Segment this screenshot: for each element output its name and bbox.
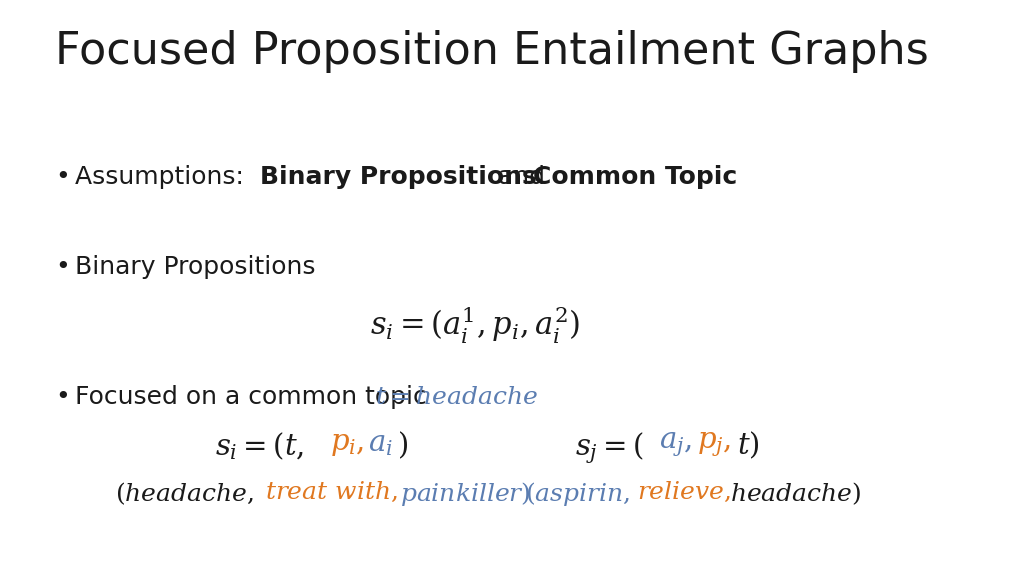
Text: $)$: $)$: [397, 430, 408, 461]
Text: $t)$: $t)$: [737, 430, 760, 461]
Text: •: •: [55, 385, 70, 409]
Text: $painkiller)$: $painkiller)$: [400, 480, 530, 508]
Text: $s_i = (a_i^1, p_i, a_i^2)$: $s_i = (a_i^1, p_i, a_i^2)$: [370, 305, 580, 346]
Text: $s_i = (t,$: $s_i = (t,$: [215, 430, 304, 461]
Text: $(aspirin,$: $(aspirin,$: [525, 480, 630, 508]
Text: $headache)$: $headache)$: [730, 480, 861, 507]
Text: •: •: [55, 165, 70, 189]
Text: $a_i$: $a_i$: [368, 430, 393, 458]
Text: $(headache,$: $(headache,$: [115, 480, 254, 507]
Text: Common Topic: Common Topic: [534, 165, 737, 189]
Text: Focused Proposition Entailment Graphs: Focused Proposition Entailment Graphs: [55, 30, 929, 73]
Text: Assumptions:: Assumptions:: [75, 165, 252, 189]
Text: $t = headache$: $t = headache$: [375, 385, 538, 409]
Text: $p_i,$: $p_i,$: [330, 430, 365, 458]
Text: $s_j = ($: $s_j = ($: [575, 430, 644, 465]
Text: $treat\ with,$: $treat\ with,$: [265, 480, 397, 504]
Text: $relieve,$: $relieve,$: [637, 480, 731, 504]
Text: $p_j,$: $p_j,$: [697, 430, 731, 458]
Text: Binary Propositions: Binary Propositions: [75, 255, 315, 279]
Text: $a_j,$: $a_j,$: [659, 430, 692, 458]
Text: •: •: [55, 255, 70, 279]
Text: and: and: [490, 165, 553, 189]
Text: Focused on a common topic: Focused on a common topic: [75, 385, 435, 409]
Text: Binary Propositions: Binary Propositions: [260, 165, 537, 189]
